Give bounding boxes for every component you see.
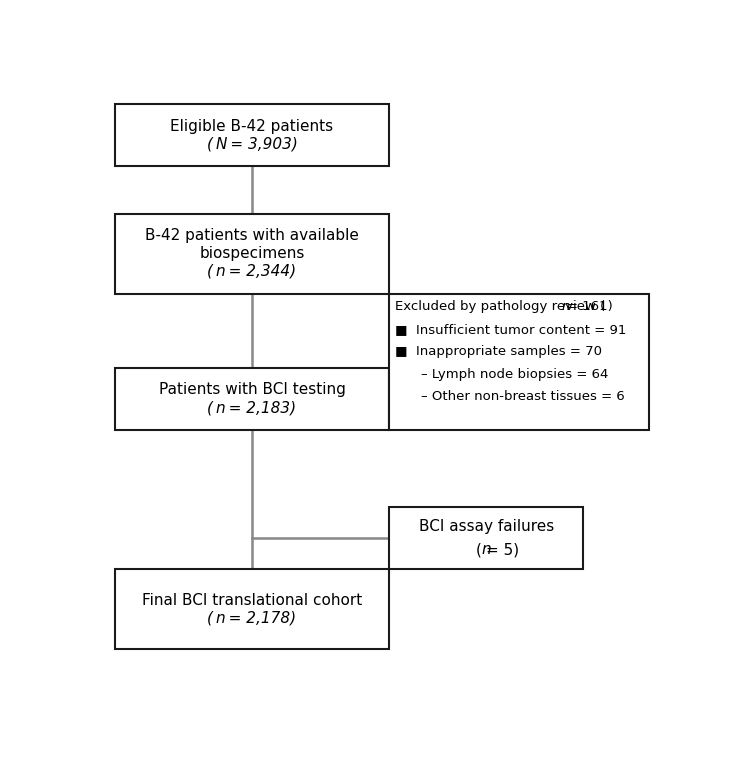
Text: ( n = 2,344): ( n = 2,344) (208, 264, 296, 279)
Text: Excluded by pathology review (: Excluded by pathology review ( (395, 300, 605, 313)
Text: ■  Inappropriate samples = 70: ■ Inappropriate samples = 70 (395, 345, 602, 358)
FancyBboxPatch shape (115, 214, 389, 294)
Text: Final BCI translational cohort: Final BCI translational cohort (142, 593, 362, 608)
FancyBboxPatch shape (389, 507, 584, 569)
Text: BCI assay failures: BCI assay failures (419, 518, 554, 534)
Text: ( N = 3,903): ( N = 3,903) (206, 137, 298, 151)
FancyBboxPatch shape (115, 368, 389, 430)
Text: ( n = 2,178): ( n = 2,178) (208, 611, 296, 625)
FancyBboxPatch shape (115, 569, 389, 649)
Text: n: n (482, 542, 492, 558)
Text: – Other non-breast tissues = 6: – Other non-breast tissues = 6 (421, 390, 624, 403)
Text: B-42 patients with available: B-42 patients with available (145, 228, 359, 243)
Text: = 5): = 5) (486, 542, 520, 558)
FancyBboxPatch shape (115, 104, 389, 166)
Text: ( n = 2,183): ( n = 2,183) (208, 400, 296, 415)
Text: biospecimens: biospecimens (200, 246, 304, 261)
Text: Patients with BCI testing: Patients with BCI testing (158, 382, 346, 398)
Text: = 161): = 161) (567, 300, 613, 313)
Text: (: ( (476, 542, 482, 558)
Text: ■  Insufficient tumor content = 91: ■ Insufficient tumor content = 91 (395, 323, 626, 335)
Text: n: n (562, 300, 570, 313)
FancyBboxPatch shape (389, 294, 649, 430)
Text: Eligible B-42 patients: Eligible B-42 patients (170, 119, 334, 134)
Text: – Lymph node biopsies = 64: – Lymph node biopsies = 64 (421, 368, 608, 381)
